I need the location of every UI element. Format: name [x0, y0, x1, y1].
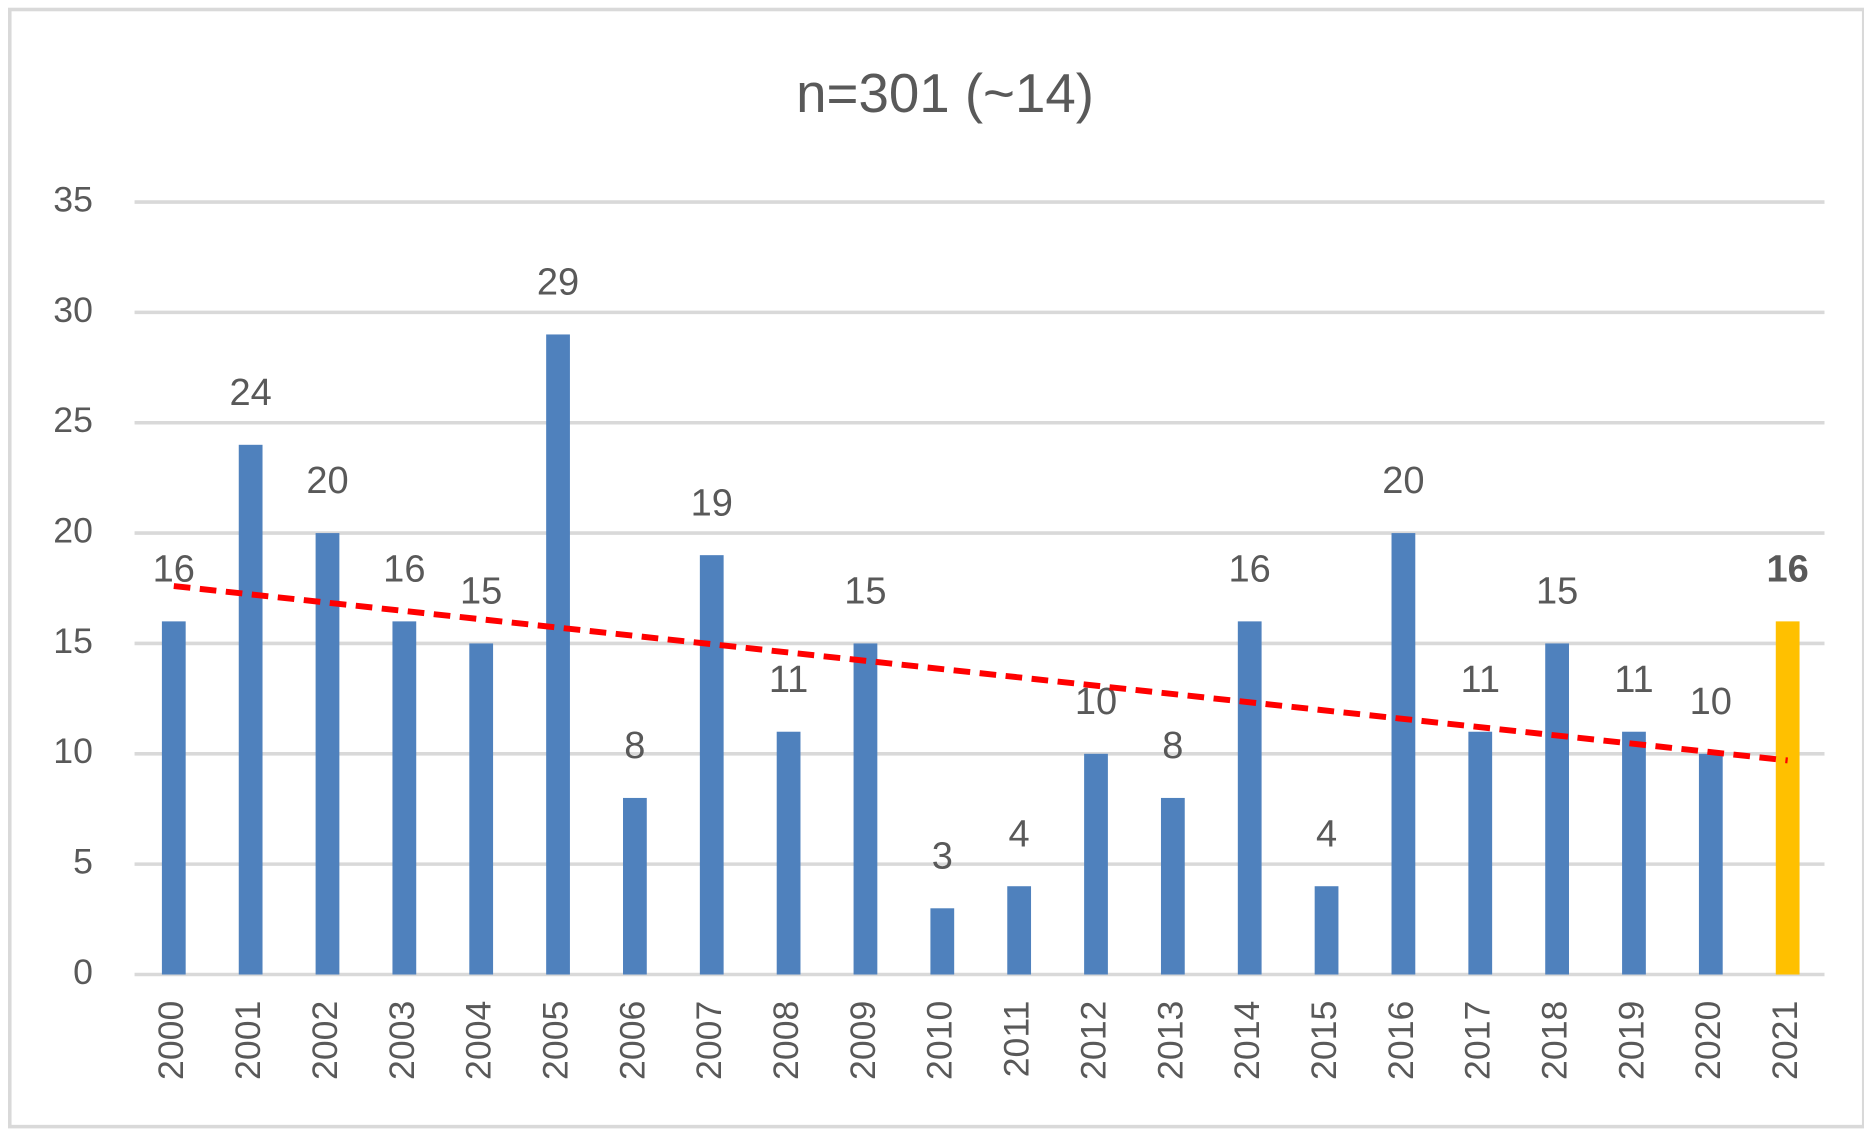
data-label: 10	[1690, 681, 1732, 723]
y-tick-label: 10	[53, 731, 93, 771]
data-label: 16	[153, 549, 195, 591]
bar	[1391, 533, 1416, 975]
data-label: 16	[1229, 549, 1271, 591]
y-tick-label: 25	[53, 400, 93, 440]
x-tick-label: 2021	[1765, 1001, 1805, 1080]
x-tick-label: 2010	[920, 1001, 960, 1080]
x-tick-label: 2005	[535, 1001, 575, 1080]
bar	[1314, 886, 1339, 975]
bar	[1084, 753, 1108, 975]
bar	[1545, 643, 1569, 975]
bar	[1698, 753, 1723, 975]
bar	[161, 621, 186, 975]
x-tick-label: 2019	[1611, 1001, 1651, 1080]
bar	[469, 643, 494, 975]
x-tick-label: 2015	[1304, 1001, 1344, 1080]
x-tick-label: 2002	[305, 1001, 345, 1080]
bar	[699, 555, 724, 975]
bar	[392, 621, 417, 975]
x-tick-label: 2018	[1535, 1001, 1575, 1080]
x-tick-label: 2009	[843, 1001, 883, 1080]
data-label: 16	[1767, 549, 1809, 591]
x-tick-label: 2003	[382, 1001, 422, 1080]
y-tick-label: 0	[73, 952, 93, 992]
data-label: 8	[624, 725, 645, 767]
y-tick-label: 15	[53, 621, 93, 661]
chart-title: n=301 (~14)	[796, 63, 1094, 124]
bar	[1468, 731, 1493, 975]
x-tick-label: 2017	[1458, 1001, 1498, 1080]
trendline	[173, 583, 1788, 764]
y-tick-label: 35	[53, 179, 93, 219]
data-label: 20	[1382, 460, 1424, 502]
bar	[930, 908, 955, 975]
bar	[776, 731, 801, 975]
x-tick-label: 2012	[1073, 1001, 1113, 1080]
bar	[1237, 621, 1262, 975]
bar	[1007, 886, 1032, 975]
x-tick-label: 2014	[1227, 1001, 1267, 1080]
bar	[1160, 797, 1185, 975]
x-tick-label: 2007	[689, 1001, 729, 1080]
x-tick-label: 2013	[1150, 1001, 1190, 1080]
data-label: 11	[1461, 659, 1500, 701]
x-tick-label: 2008	[766, 1001, 806, 1080]
bar	[238, 444, 263, 975]
data-label: 11	[1614, 659, 1653, 701]
data-label: 15	[1536, 571, 1578, 613]
bar	[1775, 621, 1800, 975]
data-label: 24	[229, 372, 271, 414]
x-tick-label: 2001	[228, 1001, 268, 1080]
x-tick-label: 2020	[1688, 1001, 1728, 1080]
y-tick-label: 5	[73, 842, 93, 882]
x-tick-label: 2000	[151, 1001, 191, 1080]
bar	[853, 643, 878, 975]
data-label: 16	[383, 549, 425, 591]
data-label: 8	[1162, 725, 1183, 767]
data-label: 15	[460, 571, 502, 613]
y-tick-label: 30	[53, 290, 93, 330]
data-label: 20	[306, 460, 348, 502]
bar	[546, 334, 570, 975]
x-tick-label: 2011	[997, 1001, 1037, 1078]
data-label: 4	[1316, 813, 1337, 855]
x-tick-label: 2004	[459, 1001, 499, 1080]
x-tick-label: 2016	[1381, 1001, 1421, 1080]
bar	[623, 797, 647, 975]
data-label: 4	[1009, 813, 1030, 855]
data-label: 29	[537, 262, 579, 304]
data-label: 15	[844, 571, 886, 613]
data-label: 11	[769, 659, 808, 701]
y-tick-label: 20	[53, 511, 93, 551]
data-label: 3	[932, 835, 953, 877]
x-tick-label: 2006	[612, 1001, 652, 1080]
bar	[315, 533, 340, 975]
data-label: 19	[691, 482, 733, 524]
bar	[1622, 731, 1646, 975]
